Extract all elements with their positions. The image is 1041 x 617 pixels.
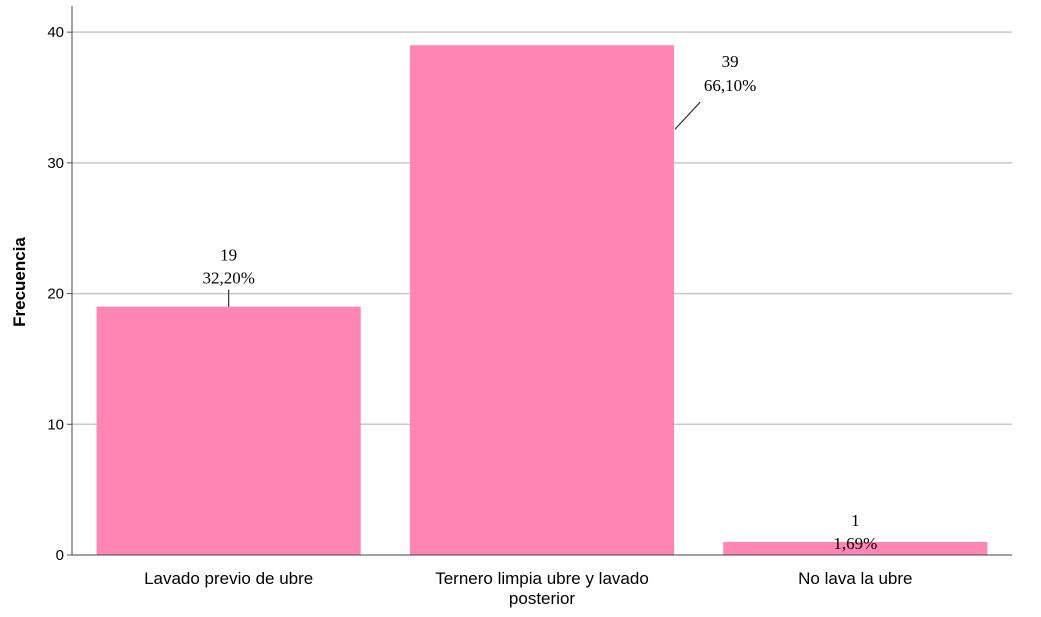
x-tick-label: Lavado previo de ubre: [144, 569, 313, 588]
bar-1: [96, 306, 361, 555]
data-label-leader: [674, 101, 701, 130]
y-tick-label: 10: [47, 416, 64, 433]
bar-3: [723, 541, 988, 555]
y-tick-label: 40: [47, 24, 64, 41]
data-label-value: 1: [851, 511, 860, 530]
x-tick-label: No lava la ubre: [798, 569, 912, 588]
data-label-percent: 1,69%: [833, 534, 877, 553]
bars: [96, 45, 988, 555]
bar-2: [409, 45, 675, 555]
label-leaders: [228, 101, 701, 307]
y-tick-label: 30: [47, 155, 64, 172]
y-tick-label: 0: [56, 547, 64, 564]
data-label-value: 19: [220, 246, 237, 265]
axes: [67, 6, 1012, 556]
data-label-value: 39: [722, 52, 739, 71]
data-label-percent: 66,10%: [704, 76, 756, 95]
x-tick-label: Ternero limpia ubre y lavado: [435, 569, 649, 588]
y-axis-label: Frecuencia: [10, 237, 29, 327]
data-label-percent: 32,20%: [202, 269, 254, 288]
y-tick-label: 20: [47, 286, 64, 303]
labels: 0 10 20 30 40 Lavado previo de ubre 19 32,20% Te…: [47, 24, 912, 608]
x-tick-label: posterior: [509, 589, 575, 608]
